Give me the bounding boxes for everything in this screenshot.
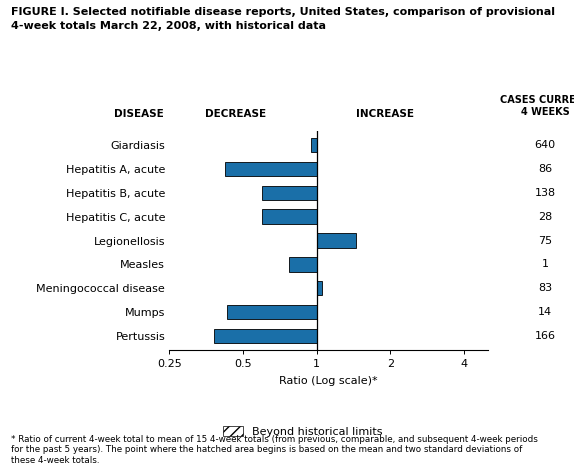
Bar	[317, 281, 322, 295]
Bar	[317, 234, 356, 248]
Text: 28: 28	[538, 212, 552, 222]
Text: DECREASE: DECREASE	[205, 109, 266, 119]
Bar	[262, 185, 317, 200]
Text: 83: 83	[538, 283, 552, 293]
Legend: Beyond historical limits: Beyond historical limits	[223, 426, 383, 437]
Bar	[289, 257, 317, 271]
Text: FIGURE I. Selected notifiable disease reports, United States, comparison of prov: FIGURE I. Selected notifiable disease re…	[11, 7, 556, 17]
Text: 138: 138	[535, 188, 556, 198]
Text: * Ratio of current 4-week total to mean of 15 4-week totals (from previous, comp: * Ratio of current 4-week total to mean …	[11, 435, 538, 465]
Text: CASES CURRENT
4 WEEKS: CASES CURRENT 4 WEEKS	[500, 95, 574, 117]
Text: 86: 86	[538, 164, 552, 174]
X-axis label: Ratio (Log scale)*: Ratio (Log scale)*	[280, 376, 378, 386]
Bar	[311, 138, 317, 152]
Text: 75: 75	[538, 235, 552, 246]
Text: 166: 166	[535, 331, 556, 341]
Text: 4-week totals March 22, 2008, with historical data: 4-week totals March 22, 2008, with histo…	[11, 21, 327, 31]
Bar	[214, 329, 317, 343]
Text: 14: 14	[538, 307, 552, 317]
Bar	[262, 210, 317, 224]
Text: INCREASE: INCREASE	[356, 109, 414, 119]
Bar	[227, 305, 317, 319]
Text: 1: 1	[542, 259, 549, 269]
Text: 640: 640	[535, 140, 556, 150]
Bar	[224, 162, 317, 176]
Text: DISEASE: DISEASE	[114, 109, 164, 119]
